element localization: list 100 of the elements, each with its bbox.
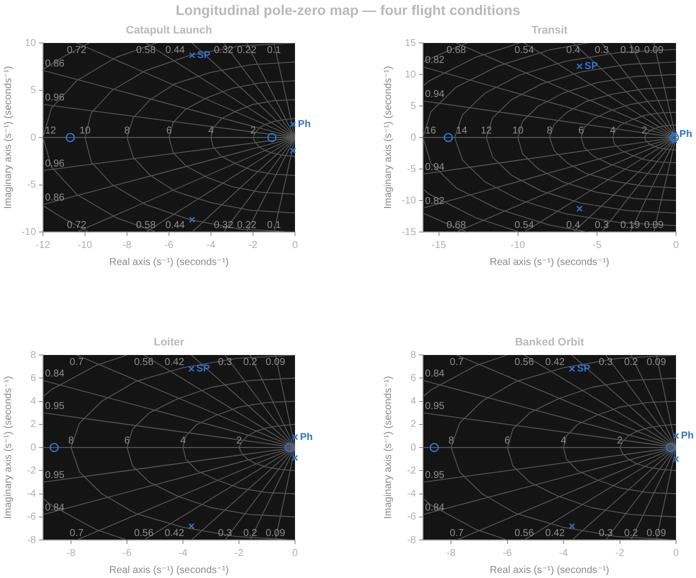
y-tick-label: -2	[407, 465, 416, 476]
y-tick-label: 6	[30, 372, 36, 384]
annotation: 0.72	[66, 45, 87, 56]
y-axis-title: Imaginary axis (s⁻¹) (seconds⁻¹)	[382, 376, 394, 519]
annotation: 14	[456, 126, 468, 136]
x-tick-label: 0	[673, 548, 680, 559]
series-label: SP	[576, 364, 591, 375]
annotation: 12	[45, 126, 57, 136]
series-label: SP	[584, 61, 598, 72]
annotation: 10	[79, 126, 91, 136]
annotation: 0.72	[66, 220, 87, 231]
y-tick-label: -5	[407, 164, 416, 175]
x-tick-label: -15	[432, 240, 446, 251]
series-label: SP	[196, 364, 210, 375]
x-tick-label: -8	[446, 548, 456, 559]
x-tick-label: -8	[66, 548, 76, 559]
x-axis-title: Real axis (s⁻¹) (seconds⁻¹)	[109, 256, 229, 268]
x-tick-label: -8	[122, 240, 132, 251]
annotation: 0.3	[594, 45, 610, 56]
annotation: 0.09	[646, 357, 666, 368]
annotation: 8	[68, 436, 74, 446]
y-tick-label: 0	[410, 442, 416, 454]
y-tick-label: 8	[410, 350, 416, 361]
y-tick-label: -4	[27, 488, 36, 500]
annotation: 2	[642, 126, 648, 136]
x-axis-title: Real axis (s⁻¹) (seconds⁻¹)	[490, 564, 610, 576]
annotation: 0.94	[425, 88, 445, 100]
y-axis-title: Imaginary axis (s⁻¹) (seconds⁻¹)	[382, 66, 394, 209]
annotation: 4	[180, 436, 186, 446]
series-label: Ph	[300, 432, 313, 443]
annotation: 0.22	[236, 45, 257, 56]
series-label: Ph	[298, 119, 311, 130]
annotation: 0.3	[598, 357, 614, 368]
y-tick-label: 2	[30, 419, 36, 430]
chart-title: Loiter	[154, 336, 185, 349]
x-axis-title: Real axis (s⁻¹) (seconds⁻¹)	[109, 564, 229, 576]
x-tick-label: -2	[615, 548, 625, 559]
annotation: 6	[124, 436, 130, 446]
x-tick-label: 0	[673, 240, 680, 251]
annotation: 0.95	[45, 470, 65, 482]
x-tick-label: -4	[559, 548, 568, 559]
annotation: 0.56	[514, 528, 534, 539]
y-tick-label: 5	[410, 100, 416, 112]
y-tick-label: 15	[404, 38, 416, 49]
x-tick-label: -6	[122, 548, 132, 559]
annotation: 0.1	[267, 220, 282, 231]
x-tick-label: -4	[178, 548, 188, 559]
annotation: 6	[578, 126, 584, 136]
annotation: 8	[546, 126, 553, 136]
annotation: 0.42	[545, 357, 566, 368]
annotation: 0.2	[624, 357, 638, 368]
y-axis-title: Imaginary axis (s⁻¹) (seconds⁻¹)	[2, 376, 14, 519]
annotation: 0.58	[136, 45, 156, 56]
annotation: 2	[250, 126, 256, 136]
y-tick-label: 8	[30, 350, 36, 361]
x-tick-label: 0	[292, 548, 298, 559]
x-axis-title: Real axis (s⁻¹) (seconds⁻¹)	[490, 256, 610, 268]
annotation: 4	[610, 126, 616, 136]
annotation: 0.44	[165, 45, 186, 56]
annotation: 0.56	[134, 528, 154, 539]
annotation: 0.7	[450, 357, 464, 368]
y-tick-label: -4	[407, 488, 416, 500]
y-tick-label: 5	[30, 85, 36, 96]
annotation: 0.95	[425, 470, 445, 482]
annotation: 0.19	[620, 220, 640, 231]
annotation: 0.7	[450, 528, 464, 539]
y-tick-label: -10	[402, 195, 416, 206]
annotation: 0.54	[514, 45, 534, 56]
chart-title: Catapult Launch	[126, 24, 212, 37]
y-tick-label: 10	[24, 38, 36, 49]
series-label: SP	[197, 50, 211, 62]
annotation: 0.7	[70, 528, 84, 539]
y-tick-label: -8	[407, 534, 416, 546]
annotation: 6	[504, 436, 511, 446]
annotation: 0.2	[243, 357, 258, 368]
y-tick-label: -5	[27, 180, 36, 190]
x-tick-label: -2	[234, 548, 244, 559]
annotation: 0.42	[164, 357, 185, 368]
y-tick-label: -6	[407, 512, 416, 523]
x-tick-label: -10	[78, 240, 93, 251]
annotation: 8	[124, 126, 130, 136]
annotation: 0.3	[218, 357, 232, 368]
y-tick-label: 6	[410, 372, 416, 384]
annotation: 8	[448, 436, 454, 446]
annotation: 0.7	[70, 357, 84, 368]
annotation: 0.95	[45, 400, 65, 412]
annotation: 0.09	[266, 357, 286, 368]
annotation: 0.82	[425, 54, 445, 66]
y-tick-label: -6	[27, 512, 36, 523]
y-tick-label: 10	[404, 69, 416, 80]
annotation: 6	[166, 126, 172, 136]
annotation: 0.1	[267, 45, 282, 56]
y-tick-label: 4	[410, 396, 416, 407]
x-tick-label: -4	[206, 240, 216, 251]
annotation: 0.3	[598, 528, 614, 539]
y-tick-label: -15	[402, 226, 416, 238]
annotation: 0.68	[446, 45, 466, 56]
y-tick-label: 2	[410, 419, 416, 430]
annotation: 0.68	[446, 220, 466, 231]
chart-title: Transit	[531, 24, 568, 37]
